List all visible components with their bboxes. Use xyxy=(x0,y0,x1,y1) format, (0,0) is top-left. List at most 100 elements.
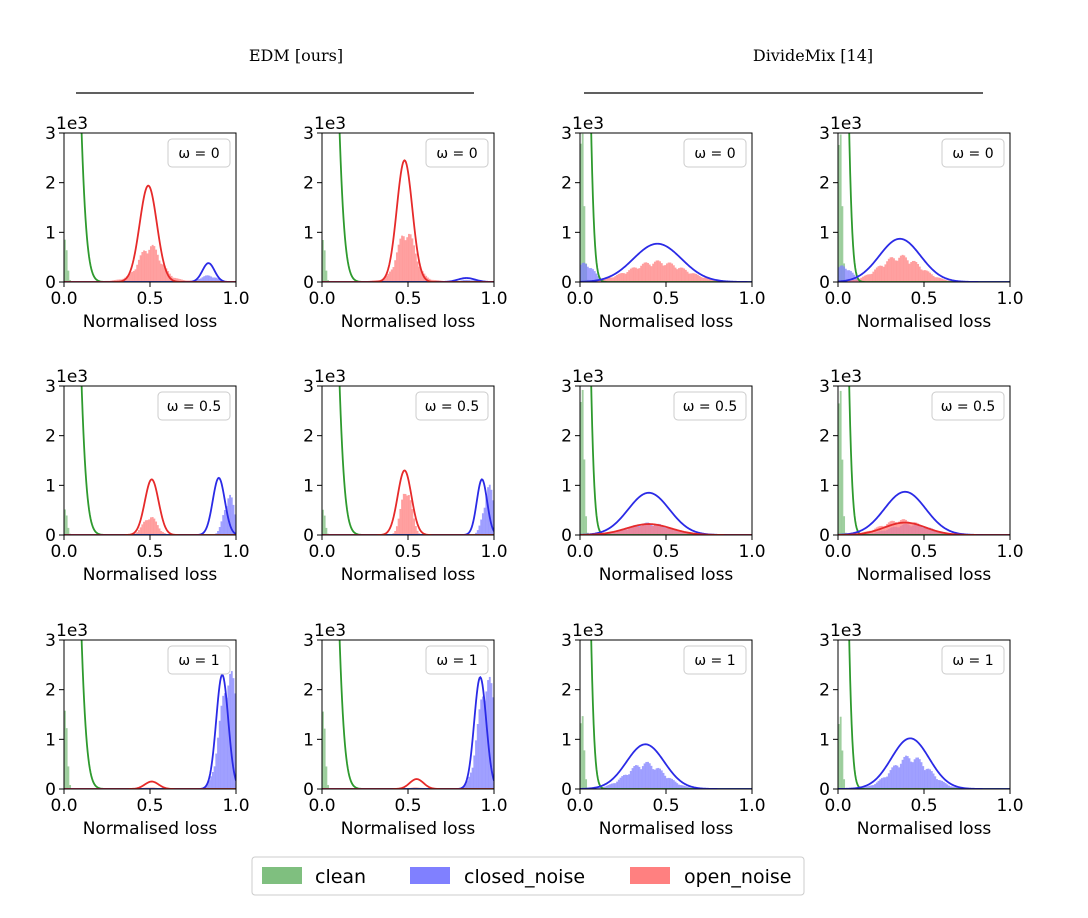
hist-bar xyxy=(643,523,646,535)
hist-bar xyxy=(911,762,914,789)
hist-bar xyxy=(327,784,330,789)
hist-bar xyxy=(927,528,930,535)
hist-bar xyxy=(631,768,634,789)
hist-bar xyxy=(877,780,880,789)
hist-bar xyxy=(891,767,894,789)
hist-bar xyxy=(700,277,703,282)
subplot-1-2: 0 1 2 3 0.0 0.5 1.0 1e3 Normalised loss ω = 0 xyxy=(303,114,507,332)
hist-bar xyxy=(899,255,902,282)
omega-annotation-box xyxy=(425,645,489,675)
hist-bar xyxy=(614,276,617,282)
omega-annotation-box xyxy=(941,138,1005,168)
hist-bar xyxy=(927,768,930,789)
hist-bar xyxy=(234,514,236,535)
hist-bar xyxy=(891,257,894,282)
hist-bar xyxy=(413,518,416,535)
subplot-1-3: 0 1 2 3 0.0 0.5 1.0 1e3 Normalised loss ω = 0 xyxy=(561,114,765,332)
x-tick-label: 0.5 xyxy=(136,289,163,309)
x-tick-label: 0.0 xyxy=(566,289,593,309)
hist-bar xyxy=(915,757,918,789)
x-axis-label: Normalised loss xyxy=(857,819,992,839)
histogram-open-noise xyxy=(838,254,964,282)
hist-bar xyxy=(471,767,474,789)
hist-bar xyxy=(662,772,665,789)
hist-bar xyxy=(158,528,161,535)
hist-bar xyxy=(671,528,674,535)
hist-bar xyxy=(397,518,400,535)
hist-bar xyxy=(917,523,919,535)
x-tick-label: 0.5 xyxy=(136,796,163,816)
hist-bar xyxy=(903,255,906,282)
hist-bar xyxy=(640,769,643,789)
x-tick-label: 0.0 xyxy=(50,796,77,816)
hist-bar xyxy=(906,260,909,282)
hist-bar xyxy=(65,728,68,789)
hist-bar xyxy=(941,532,944,535)
hist-bar xyxy=(394,530,397,535)
hist-bar xyxy=(662,527,665,535)
hist-bar xyxy=(222,515,225,535)
hist-bar xyxy=(160,263,163,282)
omega-annotation-label: ω = 0 xyxy=(952,146,993,162)
y-multiplier: 1e3 xyxy=(314,367,346,387)
hist-bar xyxy=(841,206,844,282)
hist-bar xyxy=(69,784,72,789)
hist-bar xyxy=(485,691,488,789)
hist-bar xyxy=(395,252,398,282)
hist-bar xyxy=(841,459,844,535)
hist-bar xyxy=(211,772,214,789)
y-tick-label: 0 xyxy=(819,526,830,546)
hist-bar xyxy=(647,262,649,282)
hist-bar xyxy=(162,532,164,535)
hist-bar xyxy=(406,237,409,282)
subplot-3-2: 0 1 2 3 0.0 0.5 1.0 1e3 Normalised loss ω = 1 xyxy=(303,621,507,839)
hist-bar xyxy=(942,279,945,282)
hist-bar xyxy=(213,277,216,282)
hist-bar xyxy=(64,239,66,282)
hist-bar xyxy=(889,521,892,535)
hist-bar xyxy=(671,778,674,789)
hist-bar xyxy=(475,532,477,535)
hist-bar xyxy=(411,238,414,282)
hist-bar xyxy=(580,401,582,535)
hist-bar xyxy=(162,264,164,282)
hist-bar xyxy=(139,255,142,282)
hist-bar xyxy=(605,278,608,282)
y-tick-label: 3 xyxy=(819,377,830,397)
y-tick-label: 1 xyxy=(45,223,56,243)
y-tick-label: 3 xyxy=(303,377,314,397)
hist-bar xyxy=(218,279,221,282)
hist-bar xyxy=(488,676,491,789)
hist-bar xyxy=(659,261,661,282)
hist-bar xyxy=(647,761,649,789)
hist-bar xyxy=(899,763,902,789)
hist-bar xyxy=(672,529,675,535)
hist-bar xyxy=(712,279,715,282)
y-multiplier: 1e3 xyxy=(572,367,604,387)
omega-annotation-box xyxy=(157,391,231,421)
hist-bar xyxy=(702,277,704,282)
omega-annotation-label: ω = 1 xyxy=(178,653,219,669)
y-tick-label: 2 xyxy=(819,681,830,701)
hist-bar xyxy=(641,524,644,535)
hist-bar xyxy=(879,265,882,282)
hist-bar xyxy=(483,700,486,789)
hist-bar xyxy=(652,263,655,282)
hist-bar xyxy=(671,263,674,282)
hist-bar xyxy=(151,517,154,535)
hist-bar xyxy=(855,276,858,282)
legend: clean closed_noise open_noise xyxy=(251,856,805,896)
legend-label-closed-noise: closed_noise xyxy=(464,866,585,888)
fit-curve-open-noise xyxy=(322,469,494,535)
hist-bar xyxy=(893,521,895,535)
subplot-3-1: 0 1 2 3 0.0 0.5 1.0 1e3 Normalised loss ω = 1 xyxy=(45,621,249,839)
x-axis-label: Normalised loss xyxy=(857,312,992,332)
hist-bar xyxy=(679,531,682,535)
hist-bar xyxy=(322,509,324,535)
group-title-dividemix: DivideMix [14] xyxy=(753,46,873,65)
hist-bar xyxy=(222,695,225,789)
omega-annotation-label: ω = 0.5 xyxy=(425,399,480,415)
hist-bar xyxy=(643,763,646,789)
y-tick-label: 3 xyxy=(303,631,314,651)
y-tick-label: 1 xyxy=(819,476,830,496)
